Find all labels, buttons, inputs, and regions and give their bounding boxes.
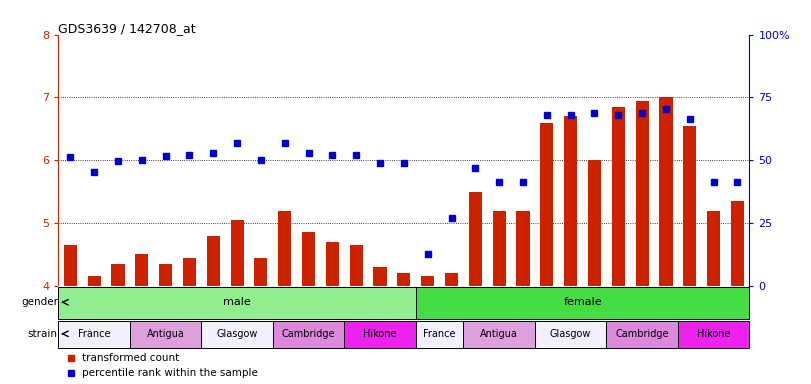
Bar xyxy=(255,258,268,286)
Text: Cambridge: Cambridge xyxy=(616,329,669,339)
Bar xyxy=(111,264,125,286)
Bar xyxy=(64,245,77,286)
Bar xyxy=(272,321,345,348)
Bar xyxy=(397,273,410,286)
Text: GDS3639 / 142708_at: GDS3639 / 142708_at xyxy=(58,22,196,35)
Bar xyxy=(517,210,530,286)
Bar xyxy=(683,126,697,286)
Bar xyxy=(326,242,339,286)
Bar xyxy=(183,258,196,286)
Bar xyxy=(707,210,720,286)
Bar xyxy=(58,286,416,319)
Bar xyxy=(445,273,458,286)
Bar xyxy=(345,321,416,348)
Bar xyxy=(421,276,434,286)
Bar xyxy=(230,220,243,286)
Text: female: female xyxy=(564,297,602,307)
Text: Cambridge: Cambridge xyxy=(281,329,335,339)
Bar xyxy=(731,201,744,286)
Text: strain: strain xyxy=(28,329,58,339)
Text: Hikone: Hikone xyxy=(363,329,397,339)
Bar xyxy=(588,160,601,286)
Bar xyxy=(350,245,363,286)
Bar xyxy=(492,210,506,286)
Bar xyxy=(416,321,463,348)
Bar xyxy=(159,264,172,286)
Bar xyxy=(564,116,577,286)
Text: gender: gender xyxy=(21,297,58,307)
Bar xyxy=(130,321,201,348)
Bar xyxy=(607,321,678,348)
Bar xyxy=(463,321,535,348)
Text: Glasgow: Glasgow xyxy=(217,329,258,339)
Text: transformed count: transformed count xyxy=(82,353,179,362)
Bar xyxy=(611,107,624,286)
Bar xyxy=(469,192,482,286)
Bar xyxy=(636,101,649,286)
Bar xyxy=(659,98,672,286)
Bar xyxy=(135,255,148,286)
Text: Antigua: Antigua xyxy=(480,329,518,339)
Bar xyxy=(278,210,291,286)
Text: percentile rank within the sample: percentile rank within the sample xyxy=(82,368,258,378)
Text: Hikone: Hikone xyxy=(697,329,731,339)
Text: France: France xyxy=(423,329,456,339)
Bar xyxy=(540,122,553,286)
Bar xyxy=(535,321,607,348)
Bar xyxy=(201,321,272,348)
Text: France: France xyxy=(78,329,110,339)
Bar xyxy=(416,286,749,319)
Bar xyxy=(678,321,749,348)
Bar xyxy=(58,321,130,348)
Text: Glasgow: Glasgow xyxy=(550,329,591,339)
Text: Antigua: Antigua xyxy=(147,329,185,339)
Bar xyxy=(302,232,315,286)
Bar xyxy=(207,236,220,286)
Text: male: male xyxy=(223,297,251,307)
Bar xyxy=(88,276,101,286)
Bar xyxy=(374,267,387,286)
